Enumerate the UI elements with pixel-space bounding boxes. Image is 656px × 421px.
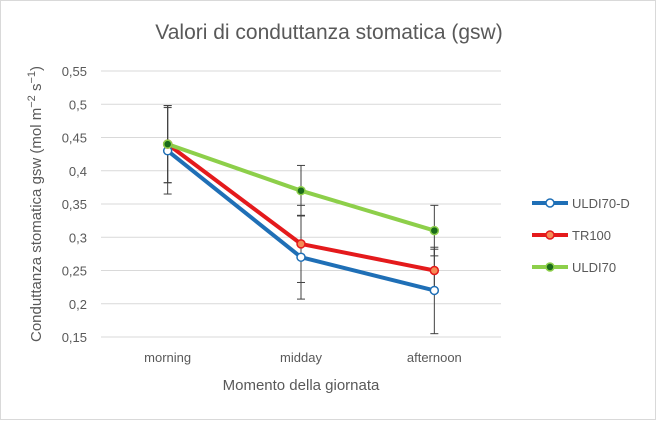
x-tick-label: afternoon [407, 350, 462, 365]
y-tick-label: 0,55 [62, 64, 87, 79]
y-axis-label-mid: s [28, 84, 45, 96]
y-tick-label: 0,25 [62, 264, 87, 279]
y-axis-label-exp1: −2 [26, 95, 38, 108]
legend-marker-uldi70 [545, 262, 555, 272]
x-axis-label: Momento della giornata [223, 377, 380, 394]
data-point-uldi70-d [429, 285, 440, 296]
y-tick-label: 0,2 [69, 297, 87, 312]
legend-label-uldi70: ULDI70 [572, 260, 616, 275]
y-tick-label: 0,35 [62, 197, 87, 212]
chart-title: Valori di conduttanza stomatica (gsw) [155, 21, 502, 44]
data-point-uldi70 [162, 139, 173, 149]
y-tick-label: 0,4 [69, 164, 87, 179]
y-axis-label-end: ) [28, 66, 45, 71]
data-point-uldi70 [296, 185, 306, 196]
x-tick-label: morning [144, 350, 191, 365]
y-axis-label-exp2: −1 [26, 71, 38, 84]
y-tick-label: 0,5 [69, 97, 87, 112]
y-tick-label: 0,45 [62, 131, 87, 146]
legend-label-tr100: TR100 [572, 228, 611, 243]
data-point-uldi70 [429, 225, 440, 236]
legend-marker-tr100 [545, 230, 555, 240]
y-tick-label: 0,15 [62, 330, 87, 345]
y-axis-label: Conduttanza stomatica gsw (mol m−2 s−1) [26, 66, 45, 342]
data-point-tr100 [296, 239, 306, 249]
x-tick-label: midday [280, 350, 322, 365]
y-tick-label: 0,3 [69, 230, 87, 245]
data-point-tr100 [429, 265, 440, 276]
series-markers [162, 139, 440, 296]
legend: ULDI70-D TR100 ULDI70 [532, 196, 630, 275]
y-axis-ticks: 0,15 0,2 0,25 0,3 0,35 0,4 0,45 0,5 0,55 [62, 64, 87, 345]
x-axis-ticks: morning midday afternoon [144, 350, 462, 365]
legend-marker-uldi70-d [545, 198, 555, 208]
data-point-uldi70-d [296, 252, 306, 262]
legend-label-uldi70-d: ULDI70-D [572, 196, 630, 211]
y-axis-label-main: Conduttanza stomatica gsw (mol m [28, 108, 45, 342]
